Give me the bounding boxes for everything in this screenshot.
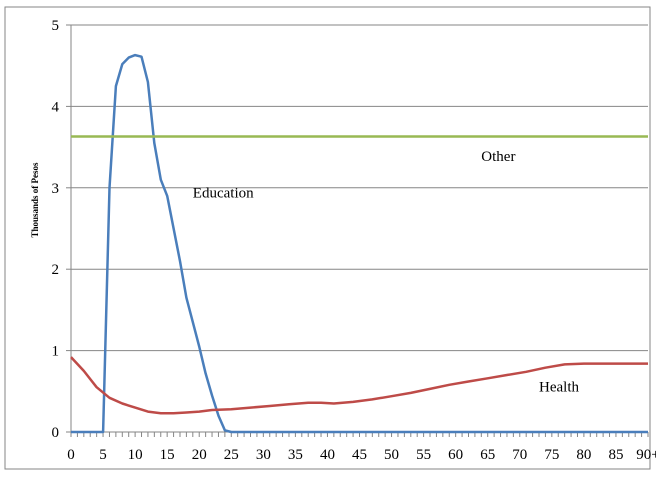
x-tick-label: 10 <box>128 447 143 463</box>
x-tick-label: 35 <box>288 447 303 463</box>
x-tick-label: 0 <box>67 447 75 463</box>
gridlines <box>71 24 648 352</box>
x-tick-label: 80 <box>576 447 591 463</box>
x-tick-label: 30 <box>256 447 271 463</box>
series-labels: Education Health Other <box>193 149 580 395</box>
series-label-health: Health <box>539 379 579 395</box>
x-tick-label: 65 <box>480 447 495 463</box>
y-axis-label: Thousands of Pesos <box>30 162 40 238</box>
series-lines <box>70 53 648 434</box>
y-tick-label: 4 <box>52 99 60 115</box>
x-tick-label: 55 <box>416 447 431 463</box>
x-tick-label: 90+ <box>636 447 656 463</box>
x-tick-label: 20 <box>192 447 207 463</box>
series-line-health <box>70 356 648 415</box>
y-tick-label: 0 <box>52 425 60 441</box>
x-tick-label: 40 <box>320 447 335 463</box>
x-tick-label: 50 <box>384 447 399 463</box>
x-tick-label: 75 <box>544 447 559 463</box>
chart-border <box>4 6 651 470</box>
y-tick-label: 2 <box>52 262 60 278</box>
x-tick-label: 60 <box>448 447 463 463</box>
y-tick-label: 1 <box>52 344 60 360</box>
x-tick-label: 5 <box>99 447 107 463</box>
x-tick-label: 25 <box>224 447 239 463</box>
series-label-other: Other <box>481 149 515 165</box>
y-tick-label: 5 <box>52 18 60 34</box>
series-line-education <box>71 53 648 434</box>
x-tick-label: 85 <box>608 447 623 463</box>
series-label-education: Education <box>193 186 254 202</box>
x-tick-label: 45 <box>352 447 367 463</box>
x-tick-label: 15 <box>160 447 175 463</box>
x-tick-label: 70 <box>512 447 527 463</box>
y-tick-label: 3 <box>52 181 60 197</box>
